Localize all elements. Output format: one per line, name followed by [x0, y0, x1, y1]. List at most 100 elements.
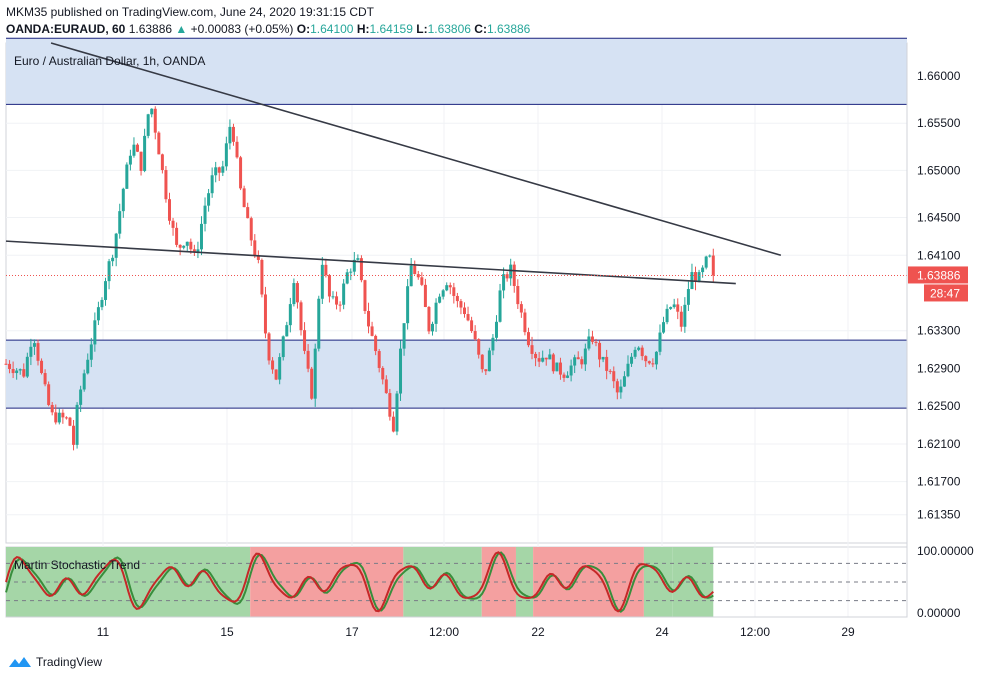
candle — [683, 297, 687, 333]
candle — [686, 281, 690, 311]
candle-body — [210, 175, 214, 194]
candle — [118, 203, 122, 239]
candle-body — [132, 144, 136, 156]
candle — [11, 361, 15, 379]
y-tick-label: 1.64100 — [917, 248, 961, 262]
candle — [502, 267, 506, 299]
y-tick-label: 1.64500 — [917, 211, 961, 225]
candle — [402, 323, 406, 356]
candle — [281, 335, 285, 361]
stoch-d-line — [5, 551, 714, 613]
candle-body — [605, 356, 609, 371]
candle-body — [455, 295, 459, 302]
candle-body — [562, 374, 566, 378]
candle-body — [22, 369, 26, 377]
candle — [310, 366, 314, 400]
candle — [601, 356, 605, 363]
main-pane — [5, 42, 908, 544]
candle-body — [480, 354, 484, 370]
candle — [313, 343, 317, 407]
candle-body — [29, 346, 33, 357]
candle-body — [182, 245, 186, 248]
x-tick-label: 15 — [220, 625, 234, 639]
candle — [356, 254, 360, 261]
candle-body — [384, 379, 388, 394]
candle — [57, 408, 61, 425]
candle — [562, 372, 566, 382]
candle-body — [235, 141, 239, 158]
support-resistance-zone — [6, 38, 907, 105]
candle — [523, 308, 527, 336]
candle-body — [43, 373, 47, 385]
candle — [8, 360, 12, 374]
candle-body — [708, 255, 712, 257]
candle-body — [40, 360, 44, 374]
candle-body — [221, 166, 225, 173]
candle-body — [423, 284, 427, 308]
candle — [36, 339, 40, 366]
candle — [526, 327, 530, 348]
candle-body — [338, 304, 342, 306]
candle — [448, 282, 452, 295]
candle — [171, 217, 175, 236]
candle-body — [274, 369, 278, 380]
candle-body — [271, 360, 275, 370]
candle — [153, 106, 157, 140]
tradingview-logo[interactable]: TradingView — [8, 654, 102, 670]
candle-body — [672, 304, 676, 308]
candle — [25, 352, 29, 379]
candle-body — [711, 255, 715, 276]
candle — [466, 306, 470, 322]
candle-body — [548, 354, 552, 360]
candle — [15, 368, 19, 380]
candle — [708, 254, 712, 258]
x-tick-label: 17 — [345, 625, 359, 639]
candle-body — [697, 272, 701, 282]
change-up-icon: ▲ — [175, 22, 188, 36]
candle-body — [89, 344, 93, 360]
candle-body — [11, 368, 15, 374]
candle — [370, 321, 374, 337]
candle-body — [253, 240, 257, 256]
candle — [622, 371, 626, 387]
candle-body — [125, 164, 129, 189]
candle — [207, 188, 211, 212]
candle — [512, 261, 516, 293]
candle — [669, 306, 673, 310]
candle — [68, 416, 72, 427]
candle-body — [431, 323, 435, 332]
candle-body — [583, 348, 587, 365]
candle — [203, 197, 207, 232]
candle-body — [626, 363, 630, 377]
candle — [274, 369, 278, 381]
candle — [438, 293, 442, 304]
price-chart[interactable]: 11 15 17 12:00 22 24 12:00 29 1.66000 1.65500 1.65… — [0, 0, 987, 650]
candle-body — [327, 275, 331, 297]
candle — [697, 269, 701, 283]
candle-body — [310, 368, 314, 399]
candle — [242, 185, 246, 208]
candle — [480, 354, 484, 373]
candle-body — [630, 356, 634, 364]
candle — [516, 279, 520, 309]
candle — [192, 244, 196, 257]
candle — [43, 369, 47, 387]
candle — [580, 356, 584, 369]
candle — [72, 419, 76, 451]
candle-body — [153, 108, 157, 133]
candle — [157, 131, 161, 155]
candle-body — [612, 371, 616, 382]
candle-body — [526, 332, 530, 346]
candle — [452, 282, 456, 304]
candle-body — [239, 157, 243, 189]
x-tick-label: 22 — [531, 625, 545, 639]
candle — [136, 143, 140, 153]
candle-body — [96, 307, 100, 321]
candle — [47, 381, 51, 407]
candle-body — [466, 314, 470, 321]
candle — [82, 369, 86, 392]
candle — [182, 245, 186, 250]
candle-body — [214, 167, 218, 176]
candle — [288, 297, 292, 333]
candle-body — [590, 336, 594, 342]
